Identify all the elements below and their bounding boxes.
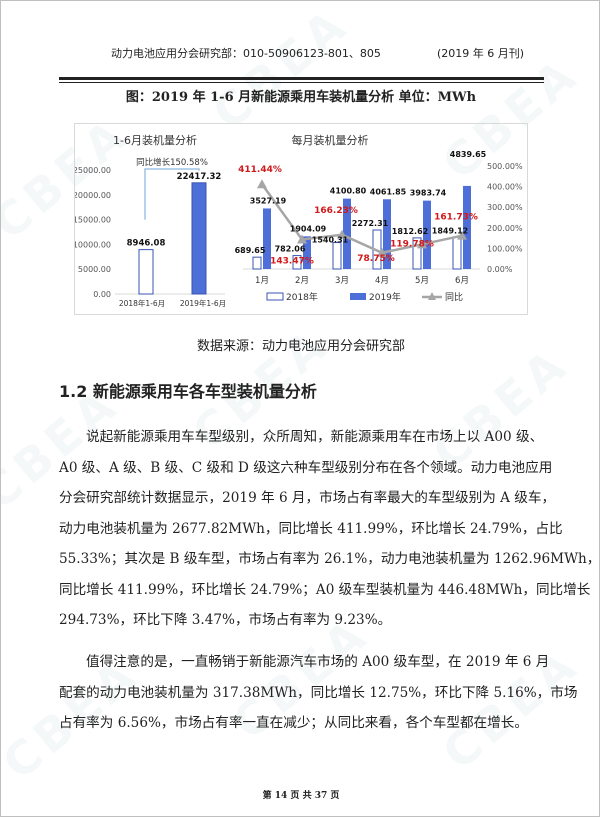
right-x-tick: 5月 [415,276,429,286]
left-y-tick: 0.00 [93,290,111,299]
yoy-marker [417,239,427,249]
bar-2019-label: 4839.65 [450,150,487,159]
header-contact: 动力电池应用分会研究部：010-50906123-801、805 [111,47,381,60]
yoy-label: 119.78% [390,239,434,249]
bar-2019 [303,236,311,269]
yoy-label: 143.47% [270,256,314,266]
right-y2-tick: 100.00% [487,244,523,253]
page-number: 第 14 页 共 37 页 [262,791,340,801]
bar-2019-label: 3983.74 [410,189,447,198]
right-chart-title: 每月装机量分析 [292,133,369,147]
left-y-tick: 20000.00 [75,191,111,200]
yoy-line [260,183,463,255]
bar-2019 [383,199,391,269]
right-x-tick: 2月 [295,276,309,286]
header-rule [59,77,544,80]
bar-2019-label: 4100.80 [330,187,367,196]
left-annotation: 同比增长150.58% [136,157,208,168]
watermark: CBEA [202,0,360,141]
paragraph-line: 294.73%，环比下降 3.47%，市场占有率为 9.23%。 [59,612,392,628]
left-y-tick: 15000.00 [75,216,111,225]
bar-2018-label: 1812.62 [392,227,428,236]
yoy-label: 411.44% [238,165,282,175]
bar-2018-label: 782.06 [275,245,306,254]
paragraph-line: 值得注意的是，一直畅销于新能源汽车市场的 A00 级车型，在 2019 年 6 … [86,654,550,670]
header-rule-thin [59,82,544,83]
left-chart-title: 1-6月装机量分析 [113,133,197,147]
yoy-marker [257,179,267,189]
legend-swatch-2018 [266,292,284,301]
chart-container: 1-6月装机量分析 0.00 5000.00 10000.00 15000.00 2000… [73,123,528,315]
bar-2019 [343,198,351,269]
yoy-marker [337,229,347,239]
right-y2-tick: 200.00% [487,224,523,233]
left-y-tick: 25000.00 [75,166,111,175]
right-x-tick: 1月 [255,276,269,286]
right-x-tick: 4月 [375,276,389,286]
right-x-tick: 6月 [455,276,469,286]
bar-2019-label: 4061.85 [370,187,407,196]
paragraph-line: 占有率为 6.56%，市场占有率一直在减少；从同比来看，各个车型都在增长。 [59,715,528,731]
bar-2018 [292,255,302,270]
right-x-tick: 3月 [335,276,349,286]
bar-2019 [463,185,471,269]
bar-2019-label: 1904.09 [290,224,327,233]
header-issue: (2019 年 6 月刊) [437,47,525,60]
left-bar [138,249,154,295]
bar-2018-label: 1540.31 [312,236,349,245]
paragraph-2: 值得注意的是，一直畅销于新能源汽车市场的 A00 级车型，在 2019 年 6 … [59,647,578,739]
bar-2019 [423,200,431,269]
figure-title: 图：2019 年 1-6 月新能源乘用车装机量分析 单位：MWh [125,90,477,105]
left-x-tick: 2019年1-6月 [180,298,226,308]
yoy-marker [377,247,387,257]
legend-label-2019: 2019年 [369,291,401,303]
legend-swatch-2019 [350,293,366,300]
yoy-label: 161.73% [434,213,478,223]
bar-2018 [452,236,462,270]
charts-svg: 1-6月装机量分析 0.00 5000.00 10000.00 15000.00 2000… [73,133,523,308]
paragraph-line: 同比增长 411.99%，环比增长 24.79%；A0 级车型装机量为 446.… [59,581,591,598]
right-y2-tick: 300.00% [487,203,523,212]
section-heading: 1.2 新能源乘用车各车型装机量分析 [59,382,317,401]
left-bar-label: 22417.32 [177,172,222,182]
right-y2-tick: 500.00% [487,162,523,171]
bar-2018 [412,237,422,270]
bar-2018-label: 689.65 [235,246,266,255]
yoy-marker [457,230,467,240]
yoy-label: 78.75% [357,254,395,264]
bar-2018 [252,256,262,270]
right-y2-tick: 0.00% [487,265,513,274]
bar-2019-label: 3527.19 [250,196,287,205]
yoy-label: 166.23% [314,206,358,216]
paragraph-line: 55.33%；其次是 B 级车型，市场占有率为 26.1%，动力电池装机量为 1… [59,551,600,567]
left-y-tick: 10000.00 [75,240,111,249]
legend-label-2018: 2018年 [286,291,318,303]
bar-2019 [263,208,271,269]
paragraph-line: A0 级、A 级、B 级、C 级和 D 级这六种车型级别分布在各个领域。动力电池… [59,459,553,476]
legend-label-yoy: 同比 [445,291,463,303]
paragraph-line: 分会研究部统计数据显示，2019 年 6 月，市场占有率最大的车型级别为 A 级… [59,490,556,506]
legend-marker-yoy [428,292,436,300]
left-bar-label: 8946.08 [127,239,166,249]
paragraph-1: 说起新能源乘用车车型级别，众所周知，新能源乘用车在市场上以 A00 级、 A0 级… [59,422,600,636]
data-source: 数据来源：动力电池应用分会研究部 [196,339,405,354]
left-x-tick: 2018年1-6月 [119,298,165,308]
right-y2-tick: 400.00% [487,183,523,192]
paragraph-line: 动力电池装机量为 2677.82MWh，同比增长 411.99%，环比增长 24… [59,520,563,537]
left-y-tick: 5000.00 [78,265,111,274]
paragraph-line: 说起新能源乘用车车型级别，众所周知，新能源乘用车在市场上以 A00 级、 [86,429,544,445]
bar-2018-label: 1849.12 [432,226,468,235]
bar-2018-label: 2272.31 [352,219,389,228]
left-bar [191,182,207,295]
yoy-marker [297,234,307,244]
growth-arrow [144,168,200,220]
paragraph-line: 配套的动力电池装机量为 317.38MWh，同比增长 12.75%，环比下降 5… [59,684,578,701]
bar-2018 [332,242,342,270]
